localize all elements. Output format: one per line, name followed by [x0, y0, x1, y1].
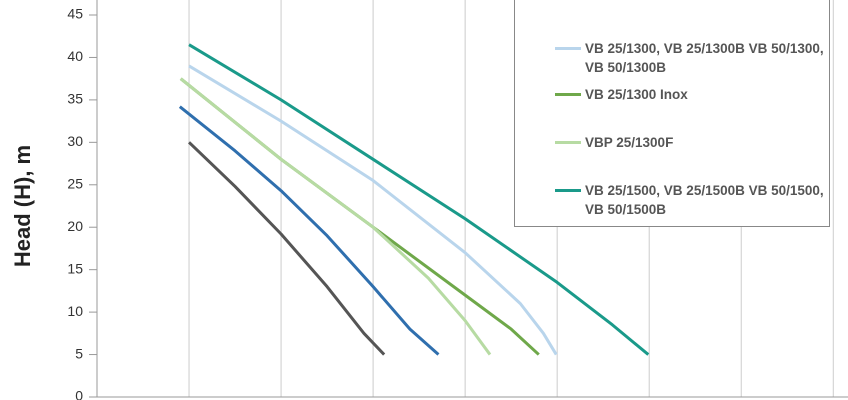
- y-tick-label: 30: [67, 133, 83, 149]
- legend-swatch: [555, 141, 581, 144]
- y-tick-label: 45: [67, 6, 83, 22]
- legend: VB 25/1300, VB 25/1300B VB 50/1300, VB 5…: [514, 0, 830, 227]
- y-axis-label: Head (H), m: [10, 145, 35, 267]
- legend-label: VBP 25/1300F: [585, 135, 674, 150]
- legend-entry: VB 25/1300 Inox: [555, 85, 825, 104]
- y-tick-label: 0: [75, 388, 83, 400]
- curve: [188, 64, 558, 356]
- y-tick-label: 25: [67, 175, 83, 191]
- y-tick-label: 15: [67, 260, 83, 276]
- curve: [188, 43, 650, 356]
- y-tick-label: 10: [67, 303, 83, 319]
- legend-entry: VBP 25/1300F: [555, 133, 825, 152]
- y-tick-label: 5: [75, 345, 83, 361]
- y-tick-label: 35: [67, 91, 83, 107]
- legend-swatch: [555, 189, 581, 192]
- legend-label: VB 25/1300, VB 25/1300B VB 50/1300, VB 5…: [585, 41, 824, 75]
- legend-entry: VB 25/1300, VB 25/1300B VB 50/1300, VB 5…: [555, 39, 825, 77]
- y-tick-label: 20: [67, 218, 83, 234]
- legend-swatch: [555, 93, 581, 96]
- curve: [179, 77, 492, 356]
- curve: [187, 141, 386, 356]
- legend-label: VB 25/1500, VB 25/1500B VB 50/1500, VB 5…: [585, 183, 824, 217]
- legend-label: VB 25/1300 Inox: [585, 87, 688, 102]
- curve: [178, 105, 440, 356]
- y-tick-label: 40: [67, 48, 83, 64]
- legend-swatch: [555, 47, 581, 50]
- legend-entry: VB 25/1500, VB 25/1500B VB 50/1500, VB 5…: [555, 181, 825, 219]
